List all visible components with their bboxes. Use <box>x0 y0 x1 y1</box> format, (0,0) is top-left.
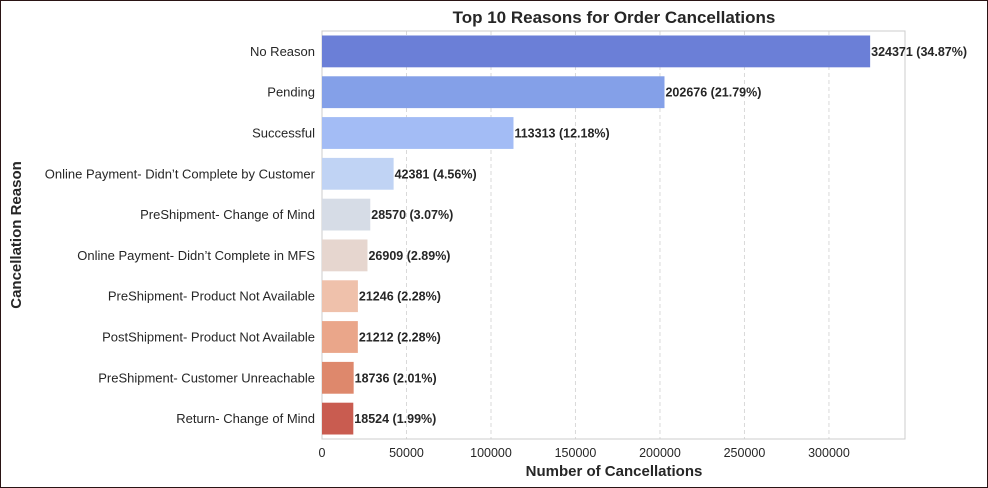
bar <box>322 239 368 272</box>
data-label: 21212 (2.28%) <box>359 331 441 345</box>
x-tick-labels: 0 50000 100000 150000 200000 250000 300000 <box>319 446 850 460</box>
category-label: Online Payment- Didn’t Complete by Custo… <box>45 166 316 181</box>
gridlines <box>321 31 830 439</box>
bar <box>322 280 358 313</box>
bar <box>322 76 665 109</box>
x-tick-label: 0 <box>319 446 326 460</box>
data-label: 42381 (4.56%) <box>395 167 477 181</box>
bar <box>322 35 871 68</box>
bar <box>322 361 354 394</box>
plot-area-border <box>321 30 906 440</box>
category-label: PreShipment- Customer Unreachable <box>98 370 315 385</box>
data-label: 324371 (34.87%) <box>871 45 967 59</box>
data-label: 18736 (2.01%) <box>355 371 437 385</box>
x-tick-label: 150000 <box>555 446 597 460</box>
x-tick-label: 200000 <box>639 446 681 460</box>
x-tick-label: 50000 <box>389 446 424 460</box>
x-tick-label: 300000 <box>808 446 850 460</box>
data-label: 113313 (12.18%) <box>514 127 609 141</box>
data-label: 26909 (2.89%) <box>368 249 450 263</box>
category-label: No Reason <box>250 44 315 59</box>
data-label: 202676 (21.79%) <box>665 86 761 100</box>
category-label: PreShipment- Product Not Available <box>108 289 315 304</box>
x-axis-label: Number of Cancellations <box>526 463 703 480</box>
data-label: 21246 (2.28%) <box>359 290 441 304</box>
category-labels: No Reason Pending Successful Online Payment… <box>45 44 316 426</box>
x-tick-label: 250000 <box>724 446 766 460</box>
category-label: Successful <box>252 126 315 141</box>
bar <box>322 321 358 353</box>
category-label: PostShipment- Product Not Available <box>102 330 315 345</box>
x-tick-label: 100000 <box>470 446 512 460</box>
category-label: PreShipment- Change of Mind <box>140 207 315 222</box>
chart-title: Top 10 Reasons for Order Cancellations <box>453 8 776 27</box>
category-label: Pending <box>267 85 315 100</box>
data-labels: 324371 (34.87%) 202676 (21.79%) 113313 (12… <box>354 45 967 426</box>
data-label: 18524 (1.99%) <box>354 412 436 426</box>
bar <box>322 157 394 190</box>
category-label: Return- Change of Mind <box>176 411 315 426</box>
bar <box>322 198 371 231</box>
bars <box>322 35 871 435</box>
data-label: 28570 (3.07%) <box>371 208 453 222</box>
bar <box>322 117 514 149</box>
bar <box>322 402 354 435</box>
y-axis-label: Cancellation Reason <box>8 161 25 309</box>
category-label: Online Payment- Didn’t Complete in MFS <box>77 248 315 263</box>
